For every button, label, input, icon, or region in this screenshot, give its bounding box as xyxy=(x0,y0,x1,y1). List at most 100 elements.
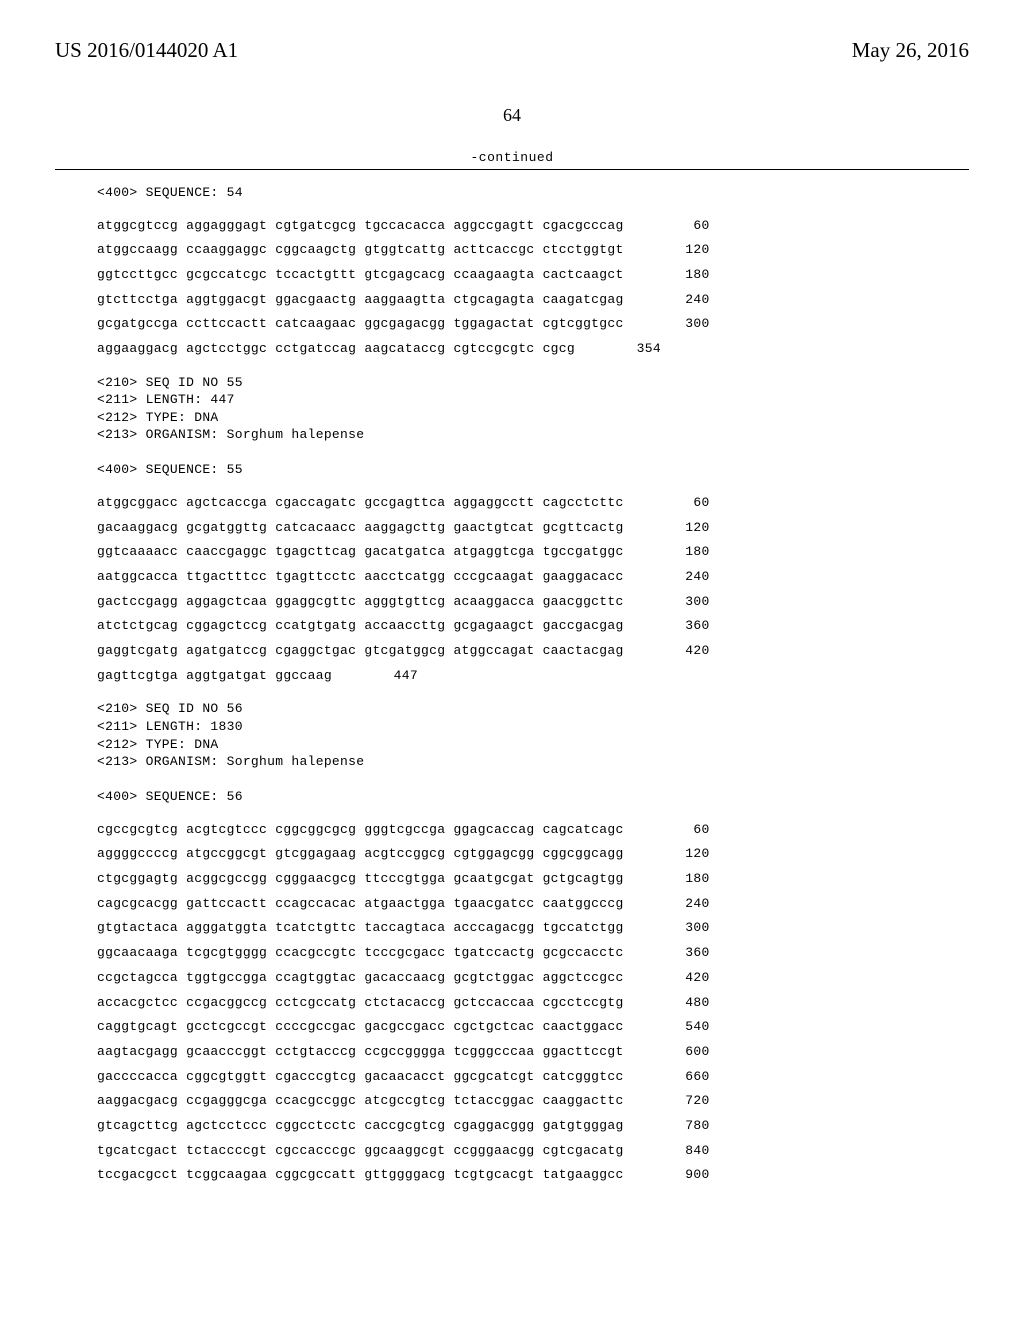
page: US 2016/0144020 A1 May 26, 2016 64 -cont… xyxy=(0,0,1024,1320)
sequence-position: 780 xyxy=(652,1114,710,1139)
sequence-meta: <400> SEQUENCE: 54 xyxy=(97,184,969,202)
sequence-position: 300 xyxy=(652,916,710,941)
sequence-listing: <400> SEQUENCE: 54 atggcgtccg aggagggagt … xyxy=(55,184,969,1188)
sequence-row: cagcgcacgg gattccactt ccagccacac atgaact… xyxy=(97,892,969,917)
sequence-position: 447 xyxy=(360,664,418,689)
sequence-bases: gcgatgccga ccttccactt catcaagaac ggcgaga… xyxy=(97,312,624,337)
sequence-bases: caggtgcagt gcctcgccgt ccccgccgac gacgccg… xyxy=(97,1015,624,1040)
sequence-bases: cgccgcgtcg acgtcgtccc cggcggcgcg gggtcgc… xyxy=(97,818,624,843)
sequence-row: aatggcacca ttgactttcc tgagttcctc aacctca… xyxy=(97,565,969,590)
sequence-row: accacgctcc ccgacggccg cctcgccatg ctctaca… xyxy=(97,991,969,1016)
sequence-position: 420 xyxy=(652,966,710,991)
sequence-bases: atggccaagg ccaaggaggc cggcaagctg gtggtca… xyxy=(97,238,624,263)
sequence-bases: accacgctcc ccgacggccg cctcgccatg ctctaca… xyxy=(97,991,624,1016)
sequence-bases: gaccccacca cggcgtggtt cgacccgtcg gacaaca… xyxy=(97,1065,624,1090)
sequence-position: 660 xyxy=(652,1065,710,1090)
page-header: US 2016/0144020 A1 May 26, 2016 xyxy=(55,38,969,63)
sequence-block: atggcggacc agctcaccga cgaccagatc gccgagt… xyxy=(97,491,969,689)
sequence-meta: <210> SEQ ID NO 55 <211> LENGTH: 447 <21… xyxy=(97,374,969,479)
sequence-row: aggggccccg atgccggcgt gtcggagaag acgtccg… xyxy=(97,842,969,867)
sequence-bases: tgcatcgact tctaccccgt cgccacccgc ggcaagg… xyxy=(97,1139,624,1164)
sequence-block: cgccgcgtcg acgtcgtccc cggcggcgcg gggtcgc… xyxy=(97,818,969,1188)
sequence-row: gaggtcgatg agatgatccg cgaggctgac gtcgatg… xyxy=(97,639,969,664)
sequence-position: 240 xyxy=(652,288,710,313)
sequence-position: 360 xyxy=(652,614,710,639)
sequence-row: ggtccttgcc gcgccatcgc tccactgttt gtcgagc… xyxy=(97,263,969,288)
sequence-position: 120 xyxy=(652,842,710,867)
sequence-position: 60 xyxy=(652,214,710,239)
sequence-position: 240 xyxy=(652,892,710,917)
sequence-bases: tccgacgcct tcggcaagaa cggcgccatt gttgggg… xyxy=(97,1163,624,1188)
sequence-row: aaggacgacg ccgagggcga ccacgccggc atcgccg… xyxy=(97,1089,969,1114)
sequence-bases: aagtacgagg gcaacccggt cctgtacccg ccgccgg… xyxy=(97,1040,624,1065)
sequence-position: 354 xyxy=(603,337,661,362)
sequence-position: 180 xyxy=(652,263,710,288)
sequence-bases: aggaaggacg agctcctggc cctgatccag aagcata… xyxy=(97,337,575,362)
sequence-position: 420 xyxy=(652,639,710,664)
sequence-bases: ggtccttgcc gcgccatcgc tccactgttt gtcgagc… xyxy=(97,263,624,288)
sequence-row: caggtgcagt gcctcgccgt ccccgccgac gacgccg… xyxy=(97,1015,969,1040)
sequence-row: ggcaacaaga tcgcgtgggg ccacgccgtc tcccgcg… xyxy=(97,941,969,966)
sequence-bases: aaggacgacg ccgagggcga ccacgccggc atcgccg… xyxy=(97,1089,624,1114)
sequence-position: 600 xyxy=(652,1040,710,1065)
sequence-position: 360 xyxy=(652,941,710,966)
sequence-bases: gacaaggacg gcgatggttg catcacaacc aaggagc… xyxy=(97,516,624,541)
sequence-position: 120 xyxy=(652,238,710,263)
sequence-row: ccgctagcca tggtgccgga ccagtggtac gacacca… xyxy=(97,966,969,991)
sequence-position: 120 xyxy=(652,516,710,541)
sequence-row: gactccgagg aggagctcaa ggaggcgttc agggtgt… xyxy=(97,590,969,615)
sequence-bases: gtgtactaca agggatggta tcatctgttc taccagt… xyxy=(97,916,624,941)
sequence-bases: ggtcaaaacc caaccgaggc tgagcttcag gacatga… xyxy=(97,540,624,565)
sequence-position: 60 xyxy=(652,818,710,843)
sequence-bases: ctgcggagtg acggcgccgg cgggaacgcg ttcccgt… xyxy=(97,867,624,892)
page-number: 64 xyxy=(55,105,969,126)
sequence-row: gtgtactaca agggatggta tcatctgttc taccagt… xyxy=(97,916,969,941)
publication-date: May 26, 2016 xyxy=(852,38,969,63)
sequence-row: cgccgcgtcg acgtcgtccc cggcggcgcg gggtcgc… xyxy=(97,818,969,843)
publication-number: US 2016/0144020 A1 xyxy=(55,38,238,63)
sequence-bases: aatggcacca ttgactttcc tgagttcctc aacctca… xyxy=(97,565,624,590)
sequence-bases: gactccgagg aggagctcaa ggaggcgttc agggtgt… xyxy=(97,590,624,615)
sequence-row: gcgatgccga ccttccactt catcaagaac ggcgaga… xyxy=(97,312,969,337)
sequence-row: tccgacgcct tcggcaagaa cggcgccatt gttgggg… xyxy=(97,1163,969,1188)
sequence-row: gacaaggacg gcgatggttg catcacaacc aaggagc… xyxy=(97,516,969,541)
sequence-row: aggaaggacg agctcctggc cctgatccag aagcata… xyxy=(97,337,969,362)
sequence-bases: atggcggacc agctcaccga cgaccagatc gccgagt… xyxy=(97,491,624,516)
sequence-row: gaccccacca cggcgtggtt cgacccgtcg gacaaca… xyxy=(97,1065,969,1090)
sequence-position: 180 xyxy=(652,540,710,565)
sequence-block: atggcgtccg aggagggagt cgtgatcgcg tgccaca… xyxy=(97,214,969,362)
sequence-row: atctctgcag cggagctccg ccatgtgatg accaacc… xyxy=(97,614,969,639)
sequence-bases: cagcgcacgg gattccactt ccagccacac atgaact… xyxy=(97,892,624,917)
sequence-row: aagtacgagg gcaacccggt cctgtacccg ccgccgg… xyxy=(97,1040,969,1065)
continued-label: -continued xyxy=(55,150,969,165)
sequence-position: 180 xyxy=(652,867,710,892)
sequence-row: tgcatcgact tctaccccgt cgccacccgc ggcaagg… xyxy=(97,1139,969,1164)
sequence-bases: atctctgcag cggagctccg ccatgtgatg accaacc… xyxy=(97,614,624,639)
sequence-row: gagttcgtga aggtgatgat ggccaag 447 xyxy=(97,664,969,689)
sequence-position: 240 xyxy=(652,565,710,590)
sequence-position: 300 xyxy=(652,312,710,337)
sequence-bases: ggcaacaaga tcgcgtgggg ccacgccgtc tcccgcg… xyxy=(97,941,624,966)
sequence-row: ctgcggagtg acggcgccgg cgggaacgcg ttcccgt… xyxy=(97,867,969,892)
sequence-position: 480 xyxy=(652,991,710,1016)
sequence-bases: atggcgtccg aggagggagt cgtgatcgcg tgccaca… xyxy=(97,214,624,239)
sequence-row: ggtcaaaacc caaccgaggc tgagcttcag gacatga… xyxy=(97,540,969,565)
sequence-row: atggcggacc agctcaccga cgaccagatc gccgagt… xyxy=(97,491,969,516)
top-rule xyxy=(55,169,969,170)
sequence-row: atggccaagg ccaaggaggc cggcaagctg gtggtca… xyxy=(97,238,969,263)
sequence-position: 840 xyxy=(652,1139,710,1164)
sequence-meta: <210> SEQ ID NO 56 <211> LENGTH: 1830 <2… xyxy=(97,700,969,805)
sequence-bases: aggggccccg atgccggcgt gtcggagaag acgtccg… xyxy=(97,842,624,867)
sequence-position: 60 xyxy=(652,491,710,516)
sequence-position: 300 xyxy=(652,590,710,615)
sequence-bases: gaggtcgatg agatgatccg cgaggctgac gtcgatg… xyxy=(97,639,624,664)
sequence-bases: gagttcgtga aggtgatgat ggccaag xyxy=(97,664,332,689)
sequence-row: gtcagcttcg agctcctccc cggcctcctc caccgcg… xyxy=(97,1114,969,1139)
sequence-row: atggcgtccg aggagggagt cgtgatcgcg tgccaca… xyxy=(97,214,969,239)
sequence-position: 720 xyxy=(652,1089,710,1114)
sequence-bases: ccgctagcca tggtgccgga ccagtggtac gacacca… xyxy=(97,966,624,991)
sequence-bases: gtcttcctga aggtggacgt ggacgaactg aaggaag… xyxy=(97,288,624,313)
sequence-bases: gtcagcttcg agctcctccc cggcctcctc caccgcg… xyxy=(97,1114,624,1139)
sequence-position: 900 xyxy=(652,1163,710,1188)
sequence-row: gtcttcctga aggtggacgt ggacgaactg aaggaag… xyxy=(97,288,969,313)
